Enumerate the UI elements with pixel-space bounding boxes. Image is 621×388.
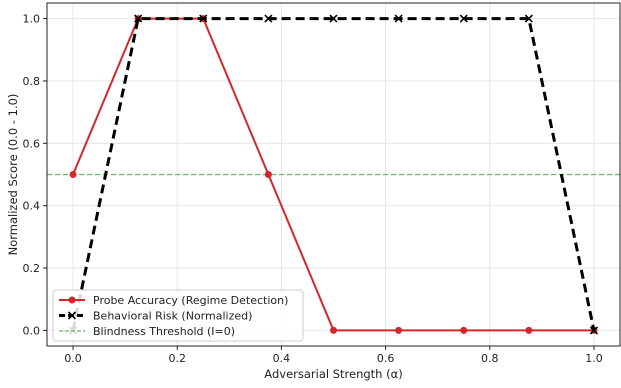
x-tick-label: 0.0 [64, 352, 82, 365]
x-tick-label: 0.8 [481, 352, 499, 365]
data-point [395, 326, 403, 334]
data-point [69, 171, 77, 178]
y-tick-label: 0.0 [23, 324, 41, 337]
series-line [71, 17, 596, 331]
legend-entry: Behavioral Risk (Normalized) [59, 310, 252, 323]
series-layer [68, 14, 599, 335]
legend-label: Blindness Threshold (I=0) [93, 325, 235, 338]
data-point [459, 14, 468, 23]
y-tick-label: 0.8 [23, 75, 41, 88]
data-point [134, 14, 143, 23]
x-tick-label: 0.2 [168, 352, 186, 365]
y-tick-label: 0.4 [23, 200, 41, 213]
data-point [264, 14, 273, 23]
y-axis-label: Normalized Score (0.0 - 1.0) [6, 94, 20, 256]
plot-frame [46, 2, 621, 347]
legend-box [52, 289, 304, 342]
legend-marker [67, 311, 77, 320]
data-point [199, 14, 208, 23]
data-point [394, 14, 403, 23]
data-point [329, 14, 338, 23]
data-point [589, 326, 599, 335]
data-point [264, 171, 272, 178]
y-tick-label: 0.6 [23, 137, 41, 150]
y-tick-label: 0.2 [23, 262, 41, 275]
series-1 [69, 15, 598, 334]
legend-label: Behavioral Risk (Normalized) [93, 310, 252, 323]
y-tick-label: 1.0 [23, 13, 41, 26]
legend: Probe Accuracy (Regime Detection) Behavio… [52, 289, 304, 342]
x-tick-label: 0.4 [273, 352, 291, 365]
data-point [460, 326, 468, 334]
legend-marker [68, 296, 76, 304]
data-point [525, 326, 533, 334]
x-tick-label: 0.6 [377, 352, 395, 365]
data-point [330, 326, 337, 334]
axis-ticks: 0.0 0.2 0.4 0.6 0.8 1.0 0.0 0.2 0.4 0.6 0.8 1.0 [23, 13, 603, 365]
legend-entry: Blindness Threshold (I=0) [59, 325, 235, 338]
series-2 [68, 14, 599, 335]
legend-label: Probe Accuracy (Regime Detection) [93, 294, 288, 307]
x-axis-label: Adversarial Strength (α) [264, 367, 402, 381]
legend-entry: Probe Accuracy (Regime Detection) [59, 294, 288, 307]
x-tick-label: 1.0 [585, 352, 603, 365]
data-point [524, 14, 533, 23]
